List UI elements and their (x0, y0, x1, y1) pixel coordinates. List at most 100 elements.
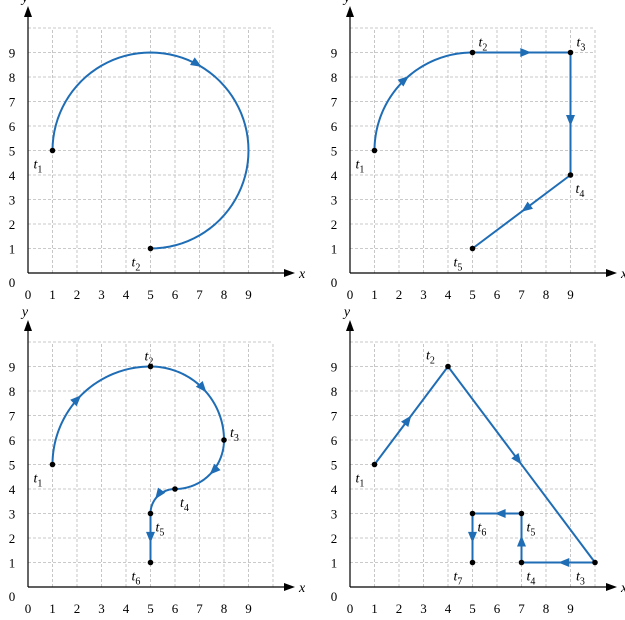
point-t2 (469, 49, 476, 56)
path-segment-4 (471, 174, 572, 250)
y-tick-label: 2 (9, 217, 16, 232)
x-tick-label: 9 (245, 287, 252, 302)
x-tick-label: 6 (494, 601, 501, 616)
point-label-t5: t5 (156, 521, 165, 539)
y-tick-label: 0 (9, 589, 16, 604)
x-tick-label: 0 (25, 601, 32, 616)
direction-arrow-icon (397, 76, 409, 87)
path-segment-1 (373, 365, 449, 466)
y-tick-label: 6 (331, 119, 338, 134)
y-tick-label: 3 (9, 193, 16, 208)
y-axis-arrow-icon (346, 320, 354, 331)
point-t4 (172, 486, 178, 492)
point-t2 (147, 245, 154, 252)
point-t6 (469, 510, 476, 517)
point-t4 (518, 559, 525, 566)
x-tick-label: 2 (74, 601, 81, 616)
x-tick-label: 1 (371, 287, 378, 302)
point-label-t3: t3 (576, 570, 585, 588)
y-tick-label: 4 (331, 482, 338, 497)
x-tick-label: 2 (396, 601, 403, 616)
grid (350, 27, 596, 273)
x-tick-label: 8 (221, 287, 228, 302)
y-tick-label: 5 (9, 458, 16, 473)
direction-arrow-icon (401, 415, 412, 427)
x-tick-label: 1 (49, 601, 56, 616)
point-label-t2: t2 (479, 36, 488, 54)
point-label-t4: t4 (180, 496, 189, 514)
x-tick-label: 3 (420, 287, 427, 302)
point-t5 (147, 510, 154, 517)
x-tick-label: 5 (469, 601, 476, 616)
direction-arrow-icon (558, 558, 570, 567)
y-tick-label: 5 (331, 458, 338, 473)
y-tick-label: 4 (9, 168, 16, 183)
point-t3 (567, 49, 574, 56)
point-t3 (221, 437, 227, 443)
x-tick-label: 4 (445, 601, 452, 616)
x-axis-title: x (298, 267, 306, 282)
x-tick-label: 7 (518, 601, 525, 616)
direction-arrow-icon (195, 381, 207, 393)
point-label-t1: t1 (356, 158, 365, 176)
point-t1 (371, 147, 378, 154)
x-tick-label: 0 (25, 287, 32, 302)
direction-arrow-icon (566, 115, 575, 126)
x-tick-label: 3 (420, 601, 427, 616)
panel-4: x y 0 1 2 3 4 5 6 7 8 9 1 2 3 4 5 6 7 8 9 0 t1 t2 t3 t4 t5 t6 t7 (331, 305, 625, 616)
point-label-t6: t6 (478, 521, 487, 539)
point-label-t2: t2 (145, 350, 154, 368)
direction-arrow-icon (70, 395, 82, 407)
x-tick-label: 7 (518, 287, 525, 302)
y-tick-label: 1 (9, 242, 16, 257)
y-tick-label: 6 (9, 119, 16, 134)
point-t1 (49, 461, 56, 468)
y-tick-label: 2 (9, 531, 16, 546)
y-tick-label: 7 (9, 409, 16, 424)
y-axis-title: y (342, 0, 351, 6)
path-segment-1 (51, 51, 250, 250)
point-label-t2: t2 (132, 256, 141, 274)
direction-arrow-icon (494, 509, 506, 518)
x-tick-label: 7 (196, 601, 203, 616)
direction-arrow-icon (468, 531, 477, 543)
x-tick-label: 8 (543, 601, 550, 616)
y-tick-label: 9 (331, 46, 338, 61)
point-label-t4: t4 (576, 182, 585, 200)
y-tick-label: 5 (9, 144, 16, 159)
path-segment-3 (174, 439, 225, 490)
point-t7 (469, 559, 476, 566)
y-tick-label: 1 (331, 242, 338, 257)
point-label-t1: t1 (34, 472, 43, 490)
point-label-t7: t7 (454, 570, 463, 588)
y-tick-label: 1 (9, 556, 16, 571)
direction-arrow-icon (517, 535, 526, 547)
x-tick-label: 4 (123, 287, 130, 302)
x-tick-label: 2 (396, 287, 403, 302)
x-tick-label: 8 (543, 287, 550, 302)
y-tick-label: 8 (331, 384, 338, 399)
x-tick-label: 8 (221, 601, 228, 616)
direction-arrow-icon (146, 531, 155, 543)
x-axis-title: x (620, 581, 625, 596)
point-label-t1: t1 (356, 472, 365, 490)
y-tick-label: 8 (9, 384, 16, 399)
x-tick-label: 1 (371, 601, 378, 616)
y-tick-label: 6 (331, 433, 338, 448)
y-axis-arrow-icon (24, 320, 32, 331)
x-tick-label: 1 (49, 287, 56, 302)
y-axis-title: y (20, 305, 29, 320)
point-label-t2: t2 (426, 349, 435, 367)
y-tick-label: 2 (331, 217, 338, 232)
y-tick-label: 3 (331, 507, 338, 522)
y-tick-label: 7 (9, 95, 16, 110)
point-label-t4: t4 (527, 570, 536, 588)
y-tick-label: 4 (9, 482, 16, 497)
x-axis-arrow-icon (606, 269, 617, 277)
y-tick-label: 1 (331, 556, 338, 571)
x-tick-label: 9 (567, 601, 574, 616)
point-t2 (147, 363, 154, 370)
x-tick-label: 9 (567, 287, 574, 302)
panel-2: x y 0 1 2 3 4 5 6 7 8 9 1 2 3 4 5 6 7 8 9 0 t1 t2 t3 t4 t5 (331, 0, 625, 302)
direction-arrow-icon (190, 57, 202, 67)
